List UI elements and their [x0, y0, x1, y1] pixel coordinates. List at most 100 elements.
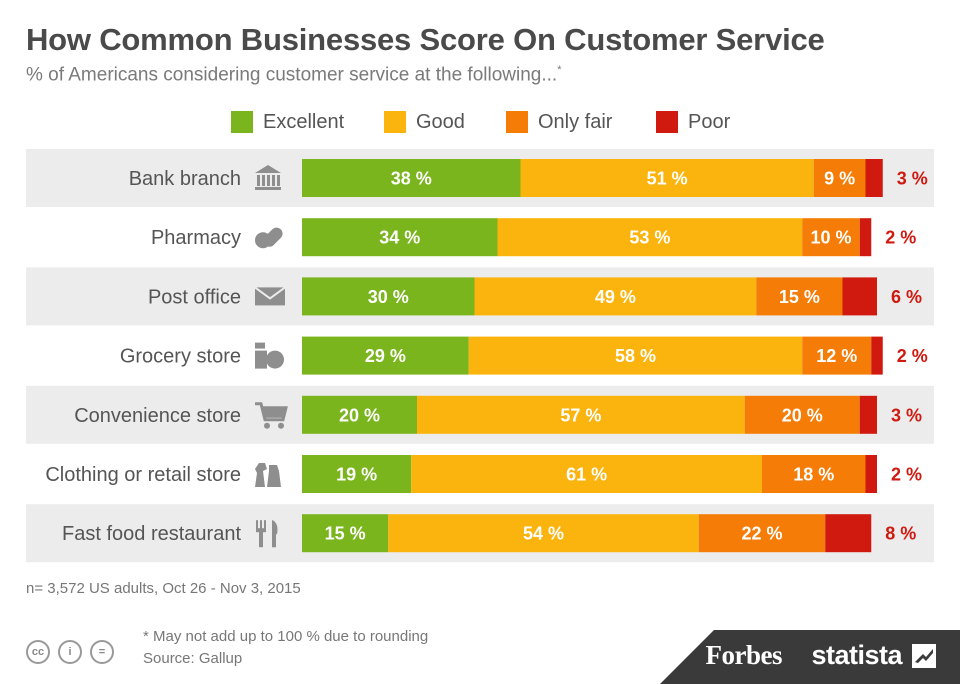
data-label-excellent: 29 % [365, 346, 406, 366]
source-note: Source: Gallup [143, 650, 243, 667]
chart-subtitle: % of Americans considering customer serv… [26, 64, 561, 86]
statista-logo: statista [811, 640, 902, 670]
legend-swatch-poor [656, 111, 678, 133]
data-label-excellent: 19 % [336, 465, 377, 485]
chart-title: How Common Businesses Score On Customer … [26, 22, 825, 57]
bar-only-fair [802, 218, 860, 257]
data-label-only-fair: 12 % [816, 346, 857, 366]
fork-knife-icon [256, 520, 278, 548]
bar-excellent [302, 455, 412, 493]
chart-row-pharmacy: Pharmacy 34 % 53 % 10 % 2 % [151, 218, 916, 257]
legend-swatch-good [384, 111, 406, 133]
bar-poor [825, 514, 872, 553]
bar-good [388, 514, 699, 553]
data-label-good: 57 % [560, 405, 601, 425]
subtitle-asterisk: * [557, 64, 562, 76]
data-label-only-fair: 15 % [779, 287, 820, 307]
category-label: Clothing or retail store [45, 464, 241, 486]
legend-swatch-only-fair [506, 111, 528, 133]
category-label: Grocery store [120, 346, 241, 368]
statista-mark-icon [912, 644, 936, 668]
rounding-footnote: * May not add up to 100 % due to roundin… [143, 628, 429, 645]
clothing-icon [255, 463, 281, 487]
bar-good [497, 218, 803, 257]
legend: Excellent Good Only fair Poor [0, 109, 960, 135]
bank-icon [255, 165, 281, 190]
data-label-only-fair: 22 % [741, 524, 782, 544]
legend-item-excellent: Excellent [231, 109, 344, 135]
data-label-good: 54 % [523, 524, 564, 544]
data-label-only-fair: 20 % [782, 405, 823, 425]
data-label-good: 51 % [647, 169, 688, 189]
bar-only-fair [756, 277, 843, 316]
data-label-excellent: 20 % [339, 405, 380, 425]
pills-icon [255, 227, 283, 249]
chart-row-grocery-store: Grocery store 29 % 58 % 12 % 2 % [120, 336, 928, 375]
bar-excellent [302, 395, 417, 434]
license-icons: cc i = [26, 640, 114, 664]
bar-excellent [302, 514, 389, 553]
legend-item-good: Good [384, 109, 465, 135]
cart-icon [255, 402, 288, 429]
data-label-excellent: 38 % [391, 169, 432, 189]
bar-poor [865, 455, 877, 493]
data-label-good: 61 % [566, 465, 607, 485]
footnote-block: * May not add up to 100 % due to roundin… [143, 626, 428, 670]
bar-only-fair [813, 159, 866, 197]
data-label-poor: 6 % [891, 287, 922, 307]
legend-swatch-excellent [231, 111, 253, 133]
chart-row-bank-branch: Bank branch 38 % 51 % 9 % 3 % [26, 149, 934, 207]
chart-row-post-office: Post office 30 % 49 % 15 % 6 % [26, 267, 934, 326]
bar-good [468, 336, 803, 375]
data-label-excellent: 34 % [379, 228, 420, 248]
data-label-only-fair: 18 % [793, 465, 834, 485]
sample-note: n= 3,572 US adults, Oct 26 - Nov 3, 2015 [26, 580, 301, 597]
category-label: Pharmacy [151, 227, 241, 249]
data-label-only-fair: 9 % [824, 169, 855, 189]
category-label: Convenience store [74, 405, 241, 427]
bar-poor [871, 336, 883, 375]
legend-label-poor: Poor [688, 110, 731, 133]
category-label: Post office [148, 286, 241, 308]
bar-only-fair [762, 455, 866, 493]
grocery-icon [255, 342, 284, 369]
by-icon: i [58, 640, 82, 664]
data-label-poor: 8 % [885, 524, 916, 544]
legend-label-good: Good [416, 110, 465, 133]
forbes-logo: Forbes [705, 640, 783, 670]
bar-good [474, 277, 757, 316]
data-label-poor: 2 % [897, 346, 928, 366]
legend-item-poor: Poor [656, 109, 730, 135]
subtitle-text: % of Americans considering customer serv… [26, 64, 558, 86]
data-label-poor: 2 % [891, 465, 922, 485]
bar-good [520, 159, 814, 197]
chart-row-fast-food-restaurant: Fast food restaurant 15 % 54 % 22 % 8 % [26, 504, 934, 563]
data-label-poor: 3 % [897, 169, 928, 189]
data-label-good: 58 % [615, 346, 656, 366]
bar-only-fair [744, 395, 860, 434]
data-label-excellent: 15 % [325, 524, 366, 544]
nd-icon: = [90, 640, 114, 664]
bar-poor [842, 277, 877, 316]
data-label-poor: 2 % [885, 228, 916, 248]
bar-excellent [302, 159, 521, 197]
cc-icon: cc [26, 640, 50, 664]
bar-good [417, 395, 745, 434]
data-label-excellent: 30 % [368, 287, 409, 307]
bar-excellent [302, 218, 498, 257]
data-label-good: 53 % [629, 228, 670, 248]
category-label: Bank branch [129, 168, 241, 190]
bar-poor [859, 218, 872, 257]
bar-good [411, 455, 762, 493]
legend-item-only-fair: Only fair [506, 109, 612, 135]
bar-only-fair [698, 514, 826, 553]
bar-only-fair [802, 336, 872, 375]
legend-label-only-fair: Only fair [538, 110, 613, 133]
chart-row-clothing-or-retail-store: Clothing or retail store 19 % 61 % 18 % 2 % [45, 455, 922, 493]
legend-label-excellent: Excellent [263, 110, 345, 133]
brand-band [660, 630, 960, 684]
envelope-icon [254, 286, 286, 306]
data-label-only-fair: 10 % [810, 228, 851, 248]
bar-excellent [302, 336, 469, 375]
